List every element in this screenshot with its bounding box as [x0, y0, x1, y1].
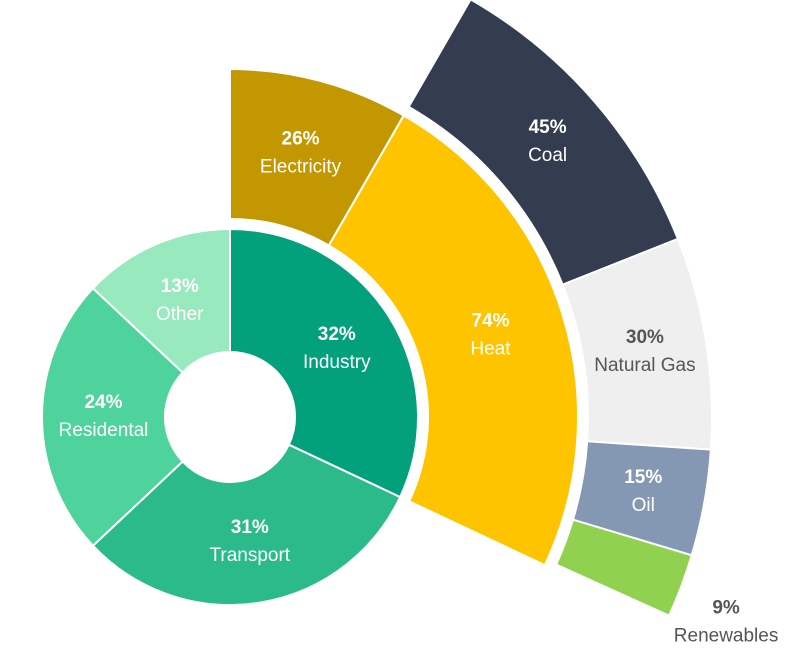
- segment: [41, 286, 185, 548]
- category-label: Other: [156, 304, 204, 325]
- category-label: Renewables: [674, 626, 779, 647]
- category-label: Industry: [303, 352, 371, 373]
- segment: [91, 443, 402, 606]
- segment: [554, 518, 693, 618]
- category-label: Oil: [632, 495, 655, 516]
- segment: [229, 227, 419, 499]
- value-label: 9%: [712, 598, 740, 619]
- value-label: 31%: [231, 517, 269, 538]
- category-label: Electricity: [260, 156, 342, 177]
- value-label: 32%: [318, 324, 356, 345]
- category-label: Residental: [59, 420, 149, 441]
- value-label: 26%: [282, 128, 320, 149]
- category-label: Transport: [209, 545, 290, 566]
- value-label: 15%: [624, 467, 662, 488]
- segment: [91, 227, 231, 374]
- value-label: 30%: [626, 327, 664, 348]
- value-label: 24%: [84, 392, 122, 413]
- category-label: Coal: [528, 145, 567, 166]
- value-label: 74%: [471, 310, 509, 331]
- value-label: 45%: [529, 117, 567, 138]
- segment: [327, 114, 579, 567]
- value-label: 13%: [161, 276, 199, 297]
- category-label: Natural Gas: [594, 355, 695, 376]
- category-label: Heat: [470, 338, 511, 359]
